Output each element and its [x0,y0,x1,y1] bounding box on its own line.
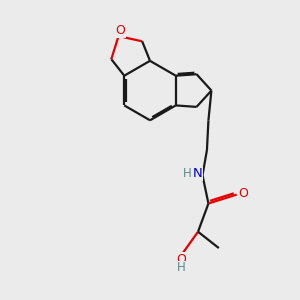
Text: N: N [192,167,202,180]
Text: O: O [115,24,125,37]
Text: O: O [177,253,187,266]
Text: H: H [183,167,191,180]
Text: O: O [238,187,248,200]
Text: H: H [177,262,186,275]
